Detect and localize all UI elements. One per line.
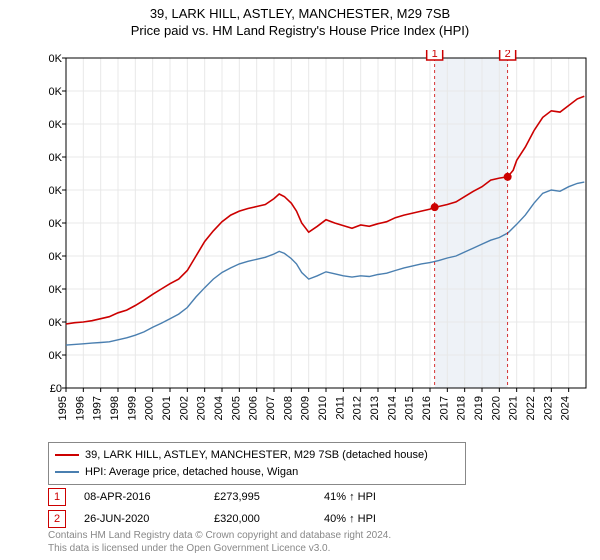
svg-text:2011: 2011 (334, 396, 346, 420)
sale-marker-2: 2 (48, 510, 66, 528)
title-block: 39, LARK HILL, ASTLEY, MANCHESTER, M29 7… (0, 0, 600, 38)
svg-text:1996: 1996 (74, 396, 86, 420)
svg-text:£0: £0 (50, 383, 62, 395)
svg-text:2: 2 (505, 50, 511, 60)
svg-text:£350K: £350K (48, 152, 63, 164)
svg-text:2002: 2002 (178, 396, 190, 420)
svg-text:2003: 2003 (196, 396, 208, 420)
svg-text:2007: 2007 (265, 396, 277, 420)
sales-table: 1 08-APR-2016 £273,995 41% ↑ HPI 2 26-JU… (48, 484, 434, 528)
svg-text:1: 1 (432, 50, 438, 60)
sale-diff-1: 41% ↑ HPI (324, 491, 434, 503)
title-sub: Price paid vs. HM Land Registry's House … (0, 23, 600, 38)
svg-text:2001: 2001 (161, 396, 173, 420)
footer-line-2: This data is licensed under the Open Gov… (48, 543, 391, 556)
legend-box: 39, LARK HILL, ASTLEY, MANCHESTER, M29 7… (48, 442, 466, 485)
svg-text:2023: 2023 (542, 396, 554, 420)
svg-text:2017: 2017 (438, 396, 450, 420)
legend-swatch-price (55, 454, 79, 456)
svg-text:2012: 2012 (352, 396, 364, 420)
sale-date-2: 26-JUN-2020 (84, 513, 214, 525)
chart-area: £0 £50K £100K £150K £200K £250K £300K £350K £400… (48, 50, 588, 420)
svg-text:2005: 2005 (230, 396, 242, 420)
svg-text:2015: 2015 (404, 396, 416, 420)
svg-text:1995: 1995 (57, 396, 69, 420)
svg-text:2014: 2014 (386, 396, 398, 420)
svg-text:1998: 1998 (109, 396, 121, 420)
svg-text:2019: 2019 (473, 396, 485, 420)
sale-price-1: £273,995 (214, 491, 324, 503)
sale-date-1: 08-APR-2016 (84, 491, 214, 503)
svg-text:2013: 2013 (369, 396, 381, 420)
svg-text:1999: 1999 (126, 396, 138, 420)
legend-row-hpi: HPI: Average price, detached house, Wiga… (55, 464, 459, 481)
svg-text:2016: 2016 (421, 396, 433, 420)
svg-text:£500K: £500K (48, 53, 63, 65)
chart-svg: £0 £50K £100K £150K £200K £250K £300K £350K £400… (48, 50, 588, 420)
svg-text:2006: 2006 (248, 396, 260, 420)
svg-text:£100K: £100K (48, 317, 63, 329)
svg-text:1997: 1997 (92, 396, 104, 420)
sale-diff-2: 40% ↑ HPI (324, 513, 434, 525)
svg-text:2020: 2020 (490, 396, 502, 420)
sale-row-2: 2 26-JUN-2020 £320,000 40% ↑ HPI (48, 510, 434, 528)
svg-text:2018: 2018 (456, 396, 468, 420)
svg-text:£150K: £150K (48, 284, 63, 296)
svg-text:£300K: £300K (48, 185, 63, 197)
svg-text:2008: 2008 (282, 396, 294, 420)
svg-text:2021: 2021 (508, 396, 520, 420)
svg-text:£250K: £250K (48, 218, 63, 230)
legend-swatch-hpi (55, 471, 79, 473)
svg-text:2000: 2000 (144, 396, 156, 420)
legend-label-price: 39, LARK HILL, ASTLEY, MANCHESTER, M29 7… (85, 447, 428, 464)
svg-text:£50K: £50K (48, 350, 63, 362)
svg-text:2022: 2022 (525, 396, 537, 420)
chart-container: 39, LARK HILL, ASTLEY, MANCHESTER, M29 7… (0, 0, 600, 560)
svg-text:2004: 2004 (213, 396, 225, 420)
footer-line-1: Contains HM Land Registry data © Crown c… (48, 530, 391, 543)
svg-text:£200K: £200K (48, 251, 63, 263)
sale-marker-1: 1 (48, 488, 66, 506)
legend-label-hpi: HPI: Average price, detached house, Wiga… (85, 464, 298, 481)
legend-row-price: 39, LARK HILL, ASTLEY, MANCHESTER, M29 7… (55, 447, 459, 464)
svg-text:2010: 2010 (317, 396, 329, 420)
title-main: 39, LARK HILL, ASTLEY, MANCHESTER, M29 7… (0, 6, 600, 21)
svg-text:2009: 2009 (300, 396, 312, 420)
svg-text:£450K: £450K (48, 86, 63, 98)
footer: Contains HM Land Registry data © Crown c… (48, 530, 391, 555)
svg-text:2024: 2024 (560, 396, 572, 420)
sale-price-2: £320,000 (214, 513, 324, 525)
svg-text:£400K: £400K (48, 119, 63, 131)
sale-row-1: 1 08-APR-2016 £273,995 41% ↑ HPI (48, 488, 434, 506)
